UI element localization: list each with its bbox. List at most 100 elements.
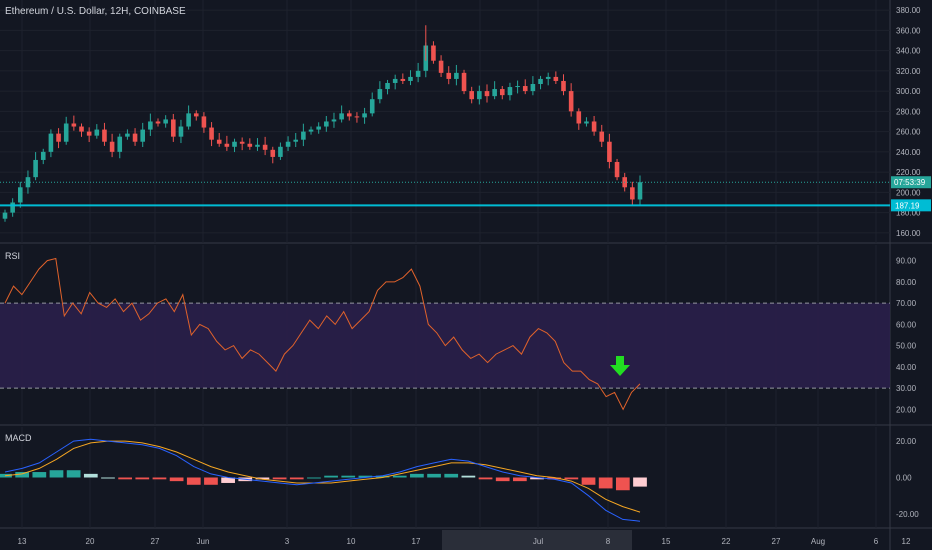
candle-body — [56, 133, 61, 142]
x-tick-label: Jun — [197, 537, 210, 546]
price-tick-label: 280.00 — [896, 107, 921, 116]
candle-body — [599, 131, 605, 142]
candle-body — [392, 78, 398, 83]
macd-histogram-bar — [204, 477, 218, 485]
macd-histogram-bar — [66, 470, 81, 478]
price-tick-label: 300.00 — [896, 87, 921, 96]
rsi-tick-label: 40.00 — [896, 363, 917, 372]
candle-body — [255, 144, 260, 147]
candle-body — [354, 116, 360, 118]
candle-body — [48, 133, 54, 152]
candle-body — [209, 127, 214, 140]
candle-body — [224, 143, 230, 147]
candle-body — [232, 141, 237, 147]
macd-histogram-bar — [410, 473, 424, 478]
support-price-tag — [891, 199, 931, 212]
rsi-tick-label: 80.00 — [896, 278, 917, 287]
macd-histogram-bar — [564, 477, 579, 480]
candle-body — [568, 91, 574, 112]
candle-body — [431, 45, 436, 61]
price-tick-label: 380.00 — [896, 6, 921, 15]
x-tick-label: 22 — [722, 537, 731, 546]
candle-body — [270, 149, 276, 157]
candle-body — [385, 82, 390, 90]
candle-body — [522, 86, 528, 92]
candle-body — [148, 121, 153, 130]
candle-body — [94, 129, 100, 136]
candle-body — [561, 80, 566, 92]
candle-body — [71, 123, 77, 127]
macd-histogram-bar — [49, 470, 64, 478]
candle-body — [18, 187, 23, 203]
candle-body — [630, 187, 635, 200]
macd-histogram-bar — [392, 475, 407, 478]
candle-body — [408, 76, 413, 81]
candle-body — [132, 133, 138, 142]
candle-body — [576, 111, 582, 124]
x-tick-label: 12 — [902, 537, 911, 546]
macd-histogram-bar — [255, 477, 270, 480]
macd-tick-label: 0.00 — [896, 474, 912, 483]
candle-body — [239, 141, 245, 144]
candle-body — [247, 143, 253, 147]
candle-body — [530, 83, 536, 92]
macd-histogram-bar — [375, 475, 390, 478]
macd-histogram-bar — [358, 475, 373, 478]
price-tick-label: 240.00 — [896, 148, 921, 157]
candle-body — [614, 161, 620, 178]
candle-body — [40, 151, 46, 160]
macd-histogram-bar — [101, 477, 115, 479]
price-tick-label: 180.00 — [896, 209, 921, 218]
candle-body — [193, 113, 199, 117]
x-tick-label: 27 — [772, 537, 781, 546]
macd-histogram-bar — [495, 477, 510, 482]
candle-body — [308, 129, 314, 132]
macd-histogram-bar — [513, 477, 527, 482]
macd-histogram-bar — [427, 473, 441, 478]
page-title: Ethereum / U.S. Dollar, 12H, COINBASE — [5, 6, 186, 17]
macd-histogram-bar — [324, 475, 338, 478]
support-price-label: 187.19 — [895, 201, 920, 210]
price-tick-label: 160.00 — [896, 229, 921, 238]
rsi-tick-label: 30.00 — [896, 384, 917, 393]
current-price-label: 07:53:39 — [894, 178, 926, 187]
candle-body — [507, 87, 513, 96]
candle-body — [515, 86, 520, 88]
candle-body — [369, 99, 375, 114]
candle-body — [109, 141, 115, 152]
x-tick-label: 8 — [606, 537, 611, 546]
macd-histogram-bar — [530, 477, 544, 480]
macd-histogram-bar — [221, 477, 235, 483]
x-tick-label: 6 — [874, 537, 879, 546]
candle-body — [102, 129, 107, 142]
candle-body — [285, 141, 291, 147]
candle-body — [400, 78, 406, 81]
macd-histogram-bar — [272, 477, 287, 480]
candle-body — [346, 113, 352, 117]
macd-histogram-bar — [598, 477, 613, 489]
macd-histogram-bar — [152, 477, 167, 480]
macd-histogram-bar — [135, 477, 150, 480]
macd-histogram-bar — [615, 477, 630, 491]
candle-body — [2, 212, 8, 219]
candle-body — [186, 113, 191, 127]
candle-body — [499, 89, 505, 96]
macd-histogram-bar — [289, 477, 304, 480]
candle-body — [545, 76, 551, 79]
candle-body — [63, 123, 69, 142]
x-tick-label: Jul — [533, 537, 543, 546]
macd-histogram-bar — [32, 472, 47, 478]
macd-tick-label: 20.00 — [896, 437, 917, 446]
candle-body — [362, 113, 367, 118]
candle-body — [461, 72, 467, 92]
candle-body — [163, 119, 168, 124]
candle-body — [178, 126, 184, 137]
x-tick-label: 17 — [412, 537, 421, 546]
rsi-tick-label: 60.00 — [896, 320, 917, 329]
macd-signal-line — [4, 440, 641, 513]
candle-body — [10, 202, 15, 213]
candle-body — [155, 121, 161, 124]
candle-body — [201, 116, 207, 128]
candle-body — [538, 78, 543, 84]
